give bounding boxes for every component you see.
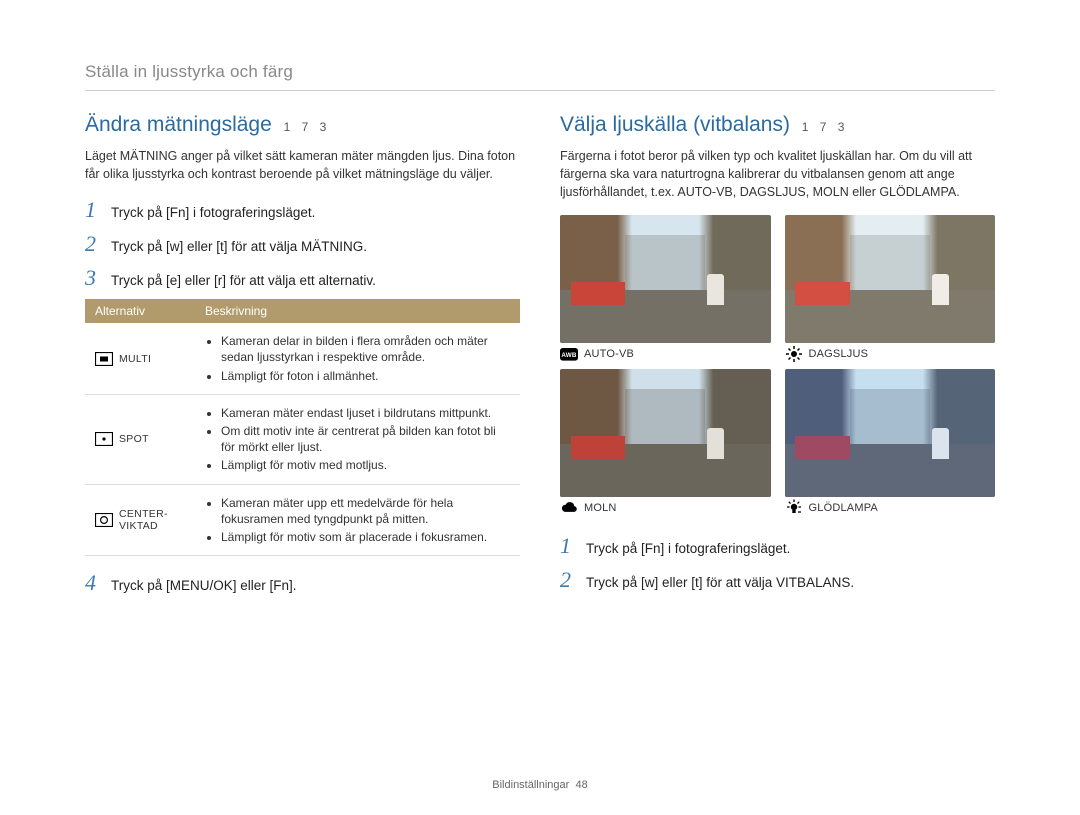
right-intro: Färgerna i fotot beror på vilken typ och… <box>560 147 995 201</box>
footer-page: 48 <box>575 779 587 791</box>
opt-bullet: Kameran delar in bilden i flera områden … <box>221 333 510 365</box>
content-columns: Ändra mätningsläge 1 7 3 Läget MÄTNING a… <box>85 113 995 604</box>
step-number: 1 <box>85 197 111 223</box>
step-text: Tryck på [MENU/OK] eller [Fn]. <box>111 578 297 593</box>
step-text: Tryck på [Fn] i fotograferingsläget. <box>586 541 790 556</box>
left-column: Ändra mätningsläge 1 7 3 Läget MÄTNING a… <box>85 113 520 604</box>
opt-bullet: Lämpligt för motiv med motljus. <box>221 457 510 473</box>
table-row: MULTI Kameran delar in bilden i flera om… <box>85 323 520 394</box>
opt-desc-list: Kameran delar in bilden i flera områden … <box>205 333 510 384</box>
step-number: 2 <box>85 231 111 257</box>
opt-label-multi: MULTI <box>95 352 185 366</box>
wb-thumb <box>785 215 996 343</box>
cloud-icon <box>560 501 578 515</box>
step-number: 1 <box>560 533 586 559</box>
left-steps: 1Tryck på [Fn] i fotograferingsläget. 2T… <box>85 197 520 291</box>
wb-cell: MOLN <box>560 369 771 515</box>
step-number: 4 <box>85 570 111 596</box>
opt-bullet: Lämpligt för foton i allmänhet. <box>221 368 510 384</box>
page-footer: Bildinställningar 48 <box>0 779 1080 791</box>
step-number: 2 <box>560 567 586 593</box>
opt-desc-list: Kameran mäter endast ljuset i bildrutans… <box>205 405 510 474</box>
opt-label-text: MULTI <box>119 353 151 365</box>
step-item: 2Tryck på [w] eller [t] för att välja MÄ… <box>85 231 520 257</box>
opt-label-spot: SPOT <box>95 432 185 446</box>
wb-caption-text: MOLN <box>584 502 617 514</box>
right-section-title: Välja ljuskälla (vitbalans) 1 7 3 <box>560 113 995 137</box>
opt-bullet: Om ditt motiv inte är centrerat på bilde… <box>221 423 510 455</box>
step-text: Tryck på [w] eller [t] för att välja VIT… <box>586 575 854 590</box>
step-text: Tryck på [w] eller [t] för att välja MÄT… <box>111 239 367 254</box>
wb-caption: MOLN <box>560 501 771 515</box>
wb-thumb <box>785 369 996 497</box>
step-text: Tryck på [e] eller [r] för att välja ett… <box>111 273 376 288</box>
opt-label-text: CENTER-VIKTAD <box>119 508 185 532</box>
opt-bullet: Kameran mäter endast ljuset i bildrutans… <box>221 405 510 421</box>
wb-cell: DAGSLJUS <box>785 215 996 361</box>
table-row: SPOT Kameran mäter endast ljuset i bildr… <box>85 394 520 484</box>
table-header-desc: Beskrivning <box>195 299 520 323</box>
options-table: Alternativ Beskrivning MULTI <box>85 299 520 556</box>
right-column: Välja ljuskälla (vitbalans) 1 7 3 Färger… <box>560 113 995 604</box>
step-item: 1Tryck på [Fn] i fotograferingsläget. <box>560 533 995 559</box>
step-item: 2Tryck på [w] eller [t] för att välja VI… <box>560 567 995 593</box>
opt-label-center: CENTER-VIKTAD <box>95 508 185 532</box>
footer-label: Bildinställningar <box>492 779 569 791</box>
opt-label-text: SPOT <box>119 433 149 445</box>
table-header-alt: Alternativ <box>85 299 195 323</box>
right-title-codes: 1 7 3 <box>802 120 849 134</box>
left-title-codes: 1 7 3 <box>284 120 331 134</box>
step-item: 4Tryck på [MENU/OK] eller [Fn]. <box>85 570 520 596</box>
svg-text:AWB: AWB <box>561 352 576 359</box>
left-step4: 4Tryck på [MENU/OK] eller [Fn]. <box>85 570 520 596</box>
wb-caption-text: GLÖDLAMPA <box>809 502 878 514</box>
center-weighted-icon <box>95 513 113 527</box>
right-steps: 1Tryck på [Fn] i fotograferingsläget. 2T… <box>560 533 995 593</box>
opt-bullet: Kameran mäter upp ett medelvärde för hel… <box>221 495 510 527</box>
left-title-text: Ändra mätningsläge <box>85 113 272 136</box>
table-row: CENTER-VIKTAD Kameran mäter upp ett mede… <box>85 484 520 556</box>
opt-bullet: Lämpligt för motiv som är placerade i fo… <box>221 529 510 545</box>
right-title-text: Välja ljuskälla (vitbalans) <box>560 113 790 136</box>
multi-icon <box>95 352 113 366</box>
spot-icon <box>95 432 113 446</box>
awb-icon: AWB <box>560 347 578 361</box>
step-number: 3 <box>85 265 111 291</box>
wb-thumb <box>560 215 771 343</box>
bulb-icon <box>785 501 803 515</box>
opt-desc-list: Kameran mäter upp ett medelvärde för hel… <box>205 495 510 546</box>
step-text: Tryck på [Fn] i fotograferingsläget. <box>111 205 315 220</box>
wb-caption: GLÖDLAMPA <box>785 501 996 515</box>
wb-thumb <box>560 369 771 497</box>
wb-caption: AWB AUTO-VB <box>560 347 771 361</box>
step-item: 1Tryck på [Fn] i fotograferingsläget. <box>85 197 520 223</box>
sun-icon <box>785 347 803 361</box>
wb-cell: GLÖDLAMPA <box>785 369 996 515</box>
wb-caption-text: AUTO-VB <box>584 348 634 360</box>
left-section-title: Ändra mätningsläge 1 7 3 <box>85 113 520 137</box>
left-intro: Läget MÄTNING anger på vilket sätt kamer… <box>85 147 520 183</box>
whitebalance-grid: AWB AUTO-VB DAGSLJUS MOLN GLÖDLAMPA <box>560 215 995 515</box>
page-header: Ställa in ljusstyrka och färg <box>85 62 995 91</box>
wb-caption-text: DAGSLJUS <box>809 348 869 360</box>
wb-cell: AWB AUTO-VB <box>560 215 771 361</box>
step-item: 3Tryck på [e] eller [r] för att välja et… <box>85 265 520 291</box>
wb-caption: DAGSLJUS <box>785 347 996 361</box>
